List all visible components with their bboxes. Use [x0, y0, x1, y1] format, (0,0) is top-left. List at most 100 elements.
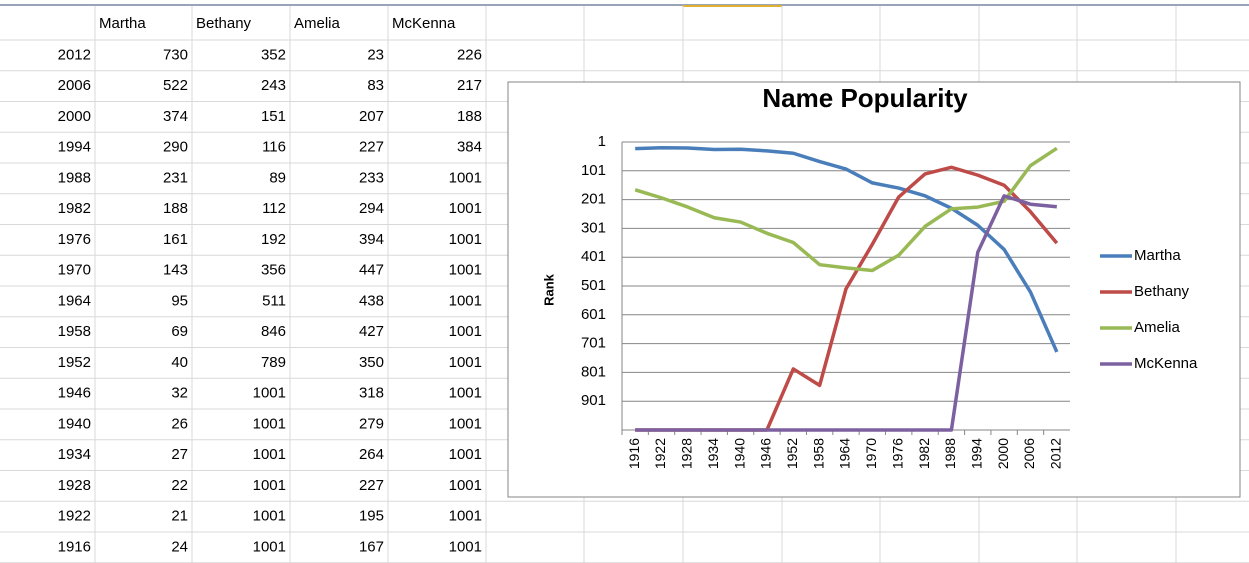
year-cell: 1916 [58, 538, 91, 555]
legend-label: Martha [1134, 247, 1181, 264]
value-cell: 32 [171, 385, 188, 402]
legend-label: Bethany [1134, 283, 1190, 300]
year-cell: 1970 [58, 262, 91, 279]
year-cell: 1988 [58, 169, 91, 186]
value-cell: 1001 [449, 231, 482, 248]
year-cell: 1976 [58, 231, 91, 248]
y-tick-label: 401 [581, 248, 606, 265]
year-cell: 1964 [58, 292, 91, 309]
value-cell: 1001 [253, 446, 286, 463]
y-tick-label: 1 [598, 133, 606, 150]
value-cell: 384 [457, 139, 482, 156]
value-cell: 846 [261, 323, 286, 340]
value-cell: 22 [171, 477, 188, 494]
value-cell: 89 [269, 169, 286, 186]
value-cell: 188 [457, 108, 482, 125]
value-cell: 227 [359, 139, 384, 156]
value-cell: 243 [261, 77, 286, 94]
value-cell: 427 [359, 323, 384, 340]
value-cell: 1001 [449, 200, 482, 217]
chart-area [507, 81, 1241, 498]
x-tick-label: 1928 [679, 438, 695, 469]
value-cell: 350 [359, 354, 384, 371]
value-cell: 227 [359, 477, 384, 494]
y-axis-label: Rank [541, 273, 556, 306]
value-cell: 40 [171, 354, 188, 371]
value-cell: 1001 [449, 477, 482, 494]
value-cell: 167 [359, 538, 384, 555]
value-cell: 1001 [253, 477, 286, 494]
y-tick-label: 501 [581, 277, 606, 294]
value-cell: 143 [163, 262, 188, 279]
x-tick-label: 1958 [810, 438, 826, 469]
value-cell: 231 [163, 169, 188, 186]
value-cell: 356 [261, 262, 286, 279]
value-cell: 279 [359, 415, 384, 432]
x-tick-label: 2000 [995, 438, 1011, 469]
y-tick-label: 801 [581, 363, 606, 380]
year-cell: 2006 [58, 77, 91, 94]
year-cell: 2012 [58, 46, 91, 63]
value-cell: 522 [163, 77, 188, 94]
value-cell: 95 [171, 292, 188, 309]
value-cell: 318 [359, 385, 384, 402]
value-cell: 1001 [449, 508, 482, 525]
value-cell: 23 [367, 46, 384, 63]
y-tick-label: 601 [581, 306, 606, 323]
value-cell: 1001 [253, 538, 286, 555]
value-cell: 1001 [449, 538, 482, 555]
value-cell: 116 [262, 139, 286, 156]
year-cell: 1928 [58, 477, 91, 494]
value-cell: 1001 [253, 508, 286, 525]
series-line [634, 146, 1058, 273]
value-cell: 69 [171, 323, 188, 340]
y-tick-label: 701 [581, 335, 606, 352]
value-cell: 192 [261, 231, 286, 248]
value-cell: 1001 [449, 415, 482, 432]
x-tick-label: 1946 [758, 438, 774, 469]
legend-label: Amelia [1134, 319, 1181, 336]
year-cell: 1934 [58, 446, 91, 463]
value-cell: 233 [359, 169, 384, 186]
x-tick-label: 2012 [1048, 438, 1064, 469]
year-cell: 1982 [58, 200, 91, 217]
x-tick-label: 1934 [705, 438, 721, 469]
value-cell: 511 [262, 292, 286, 309]
value-cell: 1001 [449, 323, 482, 340]
value-cell: 730 [163, 46, 188, 63]
legend-label: McKenna [1134, 355, 1198, 372]
value-cell: 161 [163, 231, 188, 248]
value-cell: 21 [171, 508, 188, 525]
year-cell: 1958 [58, 323, 91, 340]
value-cell: 24 [171, 538, 188, 555]
value-cell: 1001 [449, 262, 482, 279]
value-cell: 1001 [449, 169, 482, 186]
year-cell: 1946 [58, 385, 91, 402]
value-cell: 217 [457, 77, 482, 94]
x-tick-label: 1922 [652, 438, 668, 469]
value-cell: 26 [171, 415, 188, 432]
value-cell: 352 [261, 46, 286, 63]
year-cell: 1922 [58, 508, 91, 525]
chart-title: Name Popularity [762, 83, 968, 113]
x-tick-label: 1940 [731, 438, 747, 469]
x-tick-label: 2006 [1021, 438, 1037, 469]
value-cell: 290 [163, 139, 188, 156]
y-tick-label: 101 [581, 162, 606, 179]
value-cell: 1001 [449, 385, 482, 402]
value-cell: 151 [261, 108, 286, 125]
value-cell: 447 [359, 262, 384, 279]
column-header: McKenna [392, 15, 456, 32]
series-line [635, 194, 1057, 432]
value-cell: 438 [359, 292, 384, 309]
value-cell: 112 [262, 200, 286, 217]
column-header: Martha [99, 15, 146, 32]
x-tick-label: 1982 [916, 438, 932, 469]
value-cell: 1001 [449, 354, 482, 371]
x-tick-label: 1994 [968, 438, 984, 469]
value-cell: 1001 [449, 292, 482, 309]
value-cell: 1001 [449, 446, 482, 463]
value-cell: 27 [171, 446, 188, 463]
year-cell: 1994 [58, 139, 91, 156]
